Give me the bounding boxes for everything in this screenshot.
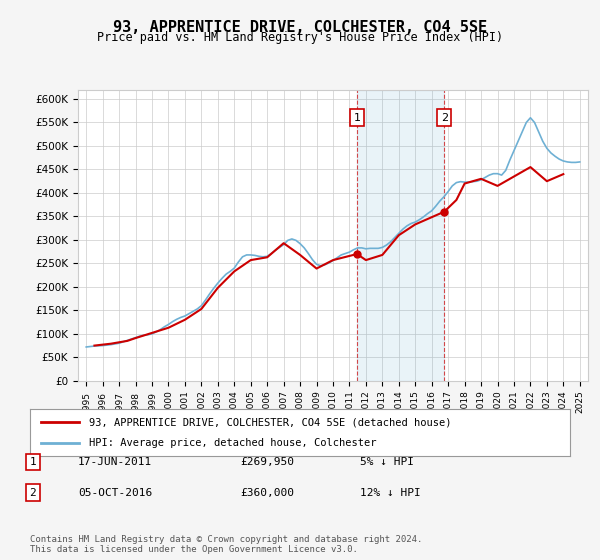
- Text: 93, APPRENTICE DRIVE, COLCHESTER, CO4 5SE: 93, APPRENTICE DRIVE, COLCHESTER, CO4 5S…: [113, 20, 487, 35]
- Text: 1: 1: [29, 457, 37, 467]
- Text: 12% ↓ HPI: 12% ↓ HPI: [360, 488, 421, 498]
- Text: 05-OCT-2016: 05-OCT-2016: [78, 488, 152, 498]
- Text: 5% ↓ HPI: 5% ↓ HPI: [360, 457, 414, 467]
- Text: Contains HM Land Registry data © Crown copyright and database right 2024.
This d: Contains HM Land Registry data © Crown c…: [30, 535, 422, 554]
- Text: 93, APPRENTICE DRIVE, COLCHESTER, CO4 5SE (detached house): 93, APPRENTICE DRIVE, COLCHESTER, CO4 5S…: [89, 417, 452, 427]
- Text: Price paid vs. HM Land Registry's House Price Index (HPI): Price paid vs. HM Land Registry's House …: [97, 31, 503, 44]
- Text: £269,950: £269,950: [240, 457, 294, 467]
- Text: 1: 1: [353, 113, 361, 123]
- Text: 17-JUN-2011: 17-JUN-2011: [78, 457, 152, 467]
- Text: HPI: Average price, detached house, Colchester: HPI: Average price, detached house, Colc…: [89, 438, 377, 448]
- Text: £360,000: £360,000: [240, 488, 294, 498]
- Text: 2: 2: [440, 113, 448, 123]
- Bar: [357, 90, 444, 381]
- Text: 2: 2: [29, 488, 37, 498]
